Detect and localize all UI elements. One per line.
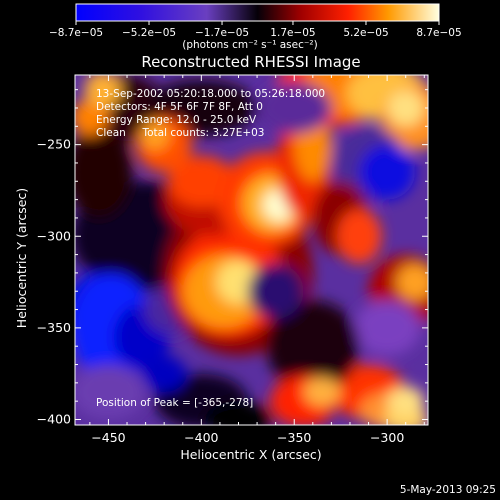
heatmap-image xyxy=(75,75,428,425)
heatmap-blob xyxy=(84,75,122,108)
colorbar-tick-label: 5.2e−05 xyxy=(343,27,388,39)
y-tick-label: −250 xyxy=(37,137,71,152)
y-tick-label: −400 xyxy=(37,412,71,427)
heatmap-blob xyxy=(75,126,133,218)
colorbar-tick-label: −8.7e−05 xyxy=(49,27,103,39)
heatmap-blob xyxy=(247,263,304,319)
annotation-detectors: Detectors: 4F 5F 6F 7F 8F, Att 0 xyxy=(96,101,263,113)
footer-date: 5-May-2013 09:25 xyxy=(399,484,496,496)
colorbar-tick-label: −1.7e−05 xyxy=(195,27,249,39)
heatmap-blob xyxy=(303,377,341,407)
x-tick-label: −400 xyxy=(184,430,218,445)
heatmap-blob xyxy=(353,300,421,356)
colorbar xyxy=(75,3,440,22)
heatmap-blob xyxy=(387,386,425,416)
annotation-energy-range: Energy Range: 12.0 - 25.0 keV xyxy=(96,114,257,126)
heatmap-blob xyxy=(75,364,146,420)
x-axis-tick-labels: −450 −400 −350 −300 xyxy=(91,430,404,445)
colorbar-tick-labels: −8.7e−05 −5.2e−05 −1.7e−05 1.7e−05 5.2e−05 8.… xyxy=(49,27,462,39)
y-tick-label: −350 xyxy=(37,320,71,335)
chart-title: Reconstructed RHESSI Image xyxy=(141,53,360,71)
heatmap-blob xyxy=(205,401,272,425)
x-tick-label: −450 xyxy=(91,430,125,445)
heatmap-blob xyxy=(167,155,235,207)
colorbar-unit-label: (photons cm⁻² s⁻¹ asec⁻²) xyxy=(182,39,317,51)
heatmap-blob xyxy=(266,300,360,393)
y-tick-label: −300 xyxy=(37,228,71,243)
annotation-clean-counts: Clean Total counts: 3.27E+03 xyxy=(96,127,265,139)
plot-frame xyxy=(74,74,429,426)
colorbar-tick-label: 1.7e−05 xyxy=(270,27,315,39)
colorbar-ticks xyxy=(75,21,440,25)
colorbar-tick-label: 8.7e−05 xyxy=(416,27,461,39)
colorbar-tick-label: −5.2e−05 xyxy=(122,27,176,39)
heatmap-blob xyxy=(75,98,109,136)
y-axis-label: Heliocentric Y (arcsec) xyxy=(14,188,29,328)
heatmap-blob xyxy=(387,89,425,127)
heatmap-blob xyxy=(257,82,332,134)
x-axis-ticks xyxy=(89,75,425,425)
heatmap-blob xyxy=(336,208,382,264)
heatmap-blob xyxy=(140,120,170,151)
annotation-time-range: 13-Sep-2002 05:20:18.000 to 05:26:18.000 xyxy=(96,88,325,100)
heatmap-blob xyxy=(141,355,187,393)
y-axis-ticks xyxy=(75,89,428,421)
y-axis-tick-labels: −250 −300 −350 −400 xyxy=(37,137,71,427)
x-axis-label: Heliocentric X (arcsec) xyxy=(180,447,321,462)
heatmap-blob xyxy=(396,263,428,301)
x-tick-label: −350 xyxy=(277,430,311,445)
x-tick-label: −300 xyxy=(370,430,404,445)
heatmap-blob xyxy=(359,144,415,200)
annotation-peak-position: Position of Peak = [-365,-278] xyxy=(96,397,253,409)
